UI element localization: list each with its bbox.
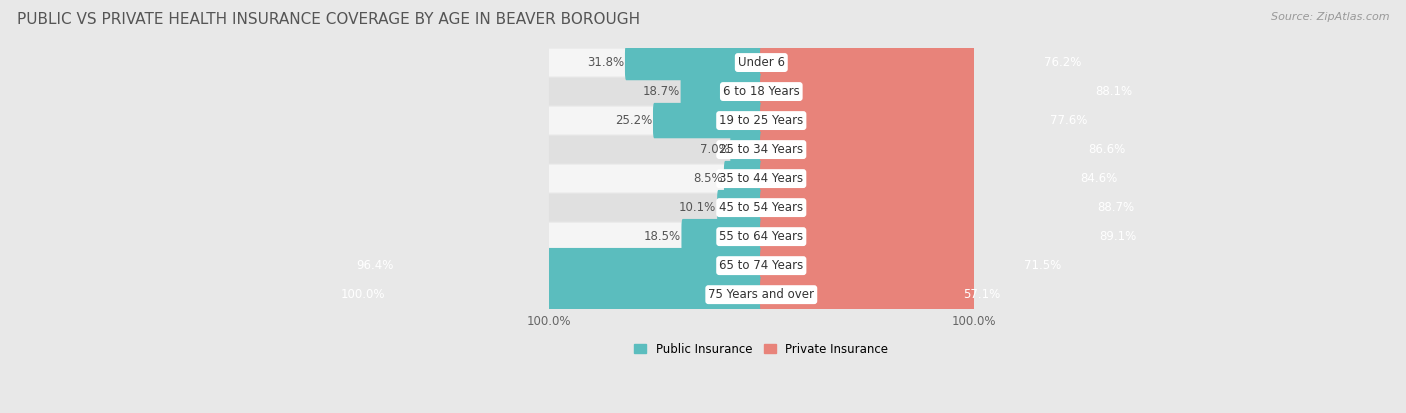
Text: 86.6%: 86.6% [1088,143,1126,156]
FancyBboxPatch shape [548,223,974,251]
FancyBboxPatch shape [548,252,974,280]
FancyBboxPatch shape [761,45,1087,80]
Text: Source: ZipAtlas.com: Source: ZipAtlas.com [1271,12,1389,22]
FancyBboxPatch shape [350,248,762,283]
FancyBboxPatch shape [548,281,974,309]
Text: 88.1%: 88.1% [1095,85,1132,98]
FancyBboxPatch shape [761,248,1066,283]
FancyBboxPatch shape [730,132,762,167]
Text: 8.5%: 8.5% [693,172,723,185]
FancyBboxPatch shape [548,107,974,135]
FancyBboxPatch shape [724,161,762,196]
Text: 6 to 18 Years: 6 to 18 Years [723,85,800,98]
Text: 65 to 74 Years: 65 to 74 Years [720,259,803,272]
FancyBboxPatch shape [761,161,1122,196]
FancyBboxPatch shape [335,277,762,312]
FancyBboxPatch shape [548,135,974,164]
Text: 57.1%: 57.1% [963,288,1001,301]
FancyBboxPatch shape [681,74,762,109]
FancyBboxPatch shape [761,219,1142,254]
Text: 25.2%: 25.2% [614,114,652,127]
Text: 96.4%: 96.4% [356,259,394,272]
Text: 10.1%: 10.1% [679,201,716,214]
FancyBboxPatch shape [624,45,762,80]
FancyBboxPatch shape [761,103,1092,138]
Text: 71.5%: 71.5% [1025,259,1062,272]
FancyBboxPatch shape [548,165,974,192]
FancyBboxPatch shape [652,103,762,138]
FancyBboxPatch shape [717,190,762,225]
Text: 25 to 34 Years: 25 to 34 Years [720,143,803,156]
Legend: Public Insurance, Private Insurance: Public Insurance, Private Insurance [630,338,893,361]
FancyBboxPatch shape [761,74,1137,109]
FancyBboxPatch shape [682,219,762,254]
Text: 100.0%: 100.0% [340,288,385,301]
Text: 77.6%: 77.6% [1050,114,1087,127]
Text: 88.7%: 88.7% [1098,201,1135,214]
Text: 45 to 54 Years: 45 to 54 Years [720,201,803,214]
FancyBboxPatch shape [548,194,974,221]
Text: 55 to 64 Years: 55 to 64 Years [720,230,803,243]
Text: 35 to 44 Years: 35 to 44 Years [720,172,803,185]
Text: 84.6%: 84.6% [1080,172,1118,185]
Text: 18.7%: 18.7% [643,85,679,98]
Text: 18.5%: 18.5% [644,230,681,243]
Text: 76.2%: 76.2% [1045,56,1081,69]
Text: 31.8%: 31.8% [586,56,624,69]
FancyBboxPatch shape [761,132,1130,167]
Text: 75 Years and over: 75 Years and over [709,288,814,301]
Text: 89.1%: 89.1% [1099,230,1136,243]
FancyBboxPatch shape [548,78,974,105]
Text: 19 to 25 Years: 19 to 25 Years [720,114,803,127]
Text: Under 6: Under 6 [738,56,785,69]
Text: PUBLIC VS PRIVATE HEALTH INSURANCE COVERAGE BY AGE IN BEAVER BOROUGH: PUBLIC VS PRIVATE HEALTH INSURANCE COVER… [17,12,640,27]
FancyBboxPatch shape [761,277,1005,312]
FancyBboxPatch shape [761,190,1139,225]
Text: 7.0%: 7.0% [700,143,730,156]
FancyBboxPatch shape [548,49,974,76]
